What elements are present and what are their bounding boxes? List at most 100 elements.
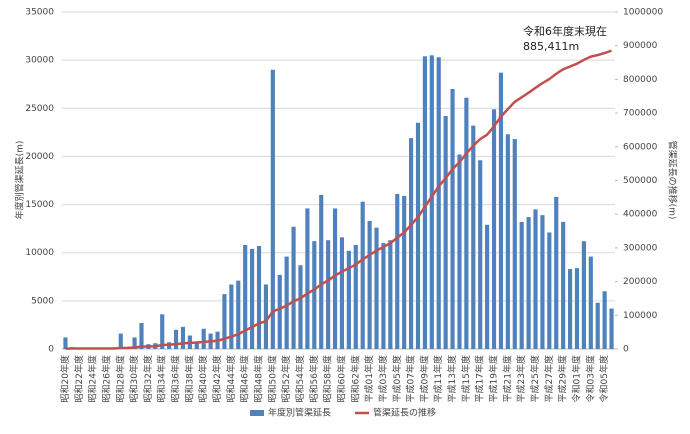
bar <box>291 226 296 349</box>
bar <box>409 138 414 349</box>
x-tick-label: 昭和42年度 <box>211 355 223 402</box>
x-tick-label: 平成29年度 <box>557 355 569 402</box>
bar <box>595 302 600 349</box>
bar <box>339 237 345 349</box>
x-tick-label: 昭和52年度 <box>280 355 292 402</box>
legend-swatch <box>250 410 264 416</box>
line <box>65 49 612 350</box>
legend-label: 年度別管渠延長 <box>268 407 331 419</box>
y2-tick-label: 1000000 <box>623 8 663 18</box>
bar <box>367 220 372 349</box>
bar <box>533 209 538 349</box>
bar <box>305 208 310 349</box>
bar <box>450 89 455 350</box>
y2-tick-label: 400000 <box>623 210 658 220</box>
bar <box>63 337 68 349</box>
x-tick-label: 昭和24年度 <box>87 355 99 402</box>
y2-tick-label: 200000 <box>623 277 658 287</box>
bar <box>360 201 365 349</box>
bar <box>346 250 351 349</box>
bar <box>284 256 289 349</box>
bar <box>173 329 179 349</box>
y2-tick-label: 0 <box>623 345 629 355</box>
bar <box>554 196 559 349</box>
bar <box>602 291 607 349</box>
bar <box>464 97 469 350</box>
bar <box>250 248 255 349</box>
x-tick-label: 平成01年度 <box>363 355 375 402</box>
x-tick-label: 昭和40年度 <box>197 355 209 402</box>
bar <box>422 56 427 349</box>
bar <box>332 208 338 349</box>
y-tick-label: 20000 <box>25 152 54 162</box>
x-tick-label: 平成25年度 <box>529 355 541 402</box>
y2-tick-label: 900000 <box>623 41 658 51</box>
bar <box>353 245 358 349</box>
y-tick-label: 30000 <box>25 56 54 66</box>
bar <box>194 341 199 349</box>
x-tick-label: 昭和46年度 <box>239 355 251 402</box>
x-tick-label: 平成05年度 <box>391 355 403 402</box>
bar <box>381 243 386 349</box>
x-tick-label: 昭和20年度 <box>59 355 71 402</box>
x-tick-label: 平成27年度 <box>543 355 555 402</box>
x-tick-label: 平成23年度 <box>515 355 527 402</box>
bar <box>402 195 407 349</box>
annotation: 885,411m <box>523 40 579 53</box>
bar <box>436 57 441 350</box>
x-tick-label: 平成21年度 <box>501 355 513 402</box>
bar <box>298 265 303 349</box>
bar <box>547 232 552 349</box>
bar <box>609 308 614 349</box>
x-tick-label: 昭和56年度 <box>308 355 320 402</box>
bar <box>326 240 331 349</box>
bar <box>443 115 448 349</box>
y-tick-label: 5000 <box>31 296 54 306</box>
y2-tick-label: 100000 <box>623 311 658 321</box>
bar <box>581 241 586 349</box>
y2-axis-title: 管渠延長の推移(m) <box>667 141 679 220</box>
x-tick-label: 令和03年度 <box>584 355 596 402</box>
x-tick-label: 平成03年度 <box>377 355 389 402</box>
x-tick-label: 昭和28年度 <box>114 355 126 402</box>
bar <box>319 194 324 349</box>
bar <box>180 326 186 349</box>
x-tick-label: 昭和54年度 <box>294 355 306 402</box>
bar <box>139 323 144 349</box>
bar <box>236 280 241 349</box>
y2-tick-label: 800000 <box>623 75 658 85</box>
x-tick-label: 平成09年度 <box>418 355 430 402</box>
bar <box>395 193 400 349</box>
x-tick-label: 昭和38年度 <box>183 355 195 402</box>
x-tick-label: 昭和36年度 <box>170 355 182 402</box>
bar <box>415 122 421 349</box>
x-tick-label: 昭和60年度 <box>335 355 347 402</box>
bar <box>491 109 497 350</box>
y2-tick-label: 300000 <box>623 243 658 253</box>
bar <box>512 139 517 349</box>
bar <box>526 217 531 349</box>
x-tick-label: 平成13年度 <box>446 355 458 402</box>
x-tick-label: 昭和32年度 <box>142 355 154 402</box>
bar <box>256 245 262 349</box>
y-tick-label: 15000 <box>25 200 54 210</box>
x-tick-label: 昭和26年度 <box>100 355 112 402</box>
x-tick-label: 昭和58年度 <box>322 355 334 402</box>
y2-tick-label: 500000 <box>623 176 658 186</box>
y-tick-label: 10000 <box>25 248 54 258</box>
bar <box>160 314 165 349</box>
bar <box>118 333 123 349</box>
bar <box>270 69 275 350</box>
x-tick-label: 平成19年度 <box>488 355 500 402</box>
y-tick-label: 0 <box>48 345 54 355</box>
bar <box>222 294 227 349</box>
bar <box>243 245 248 349</box>
bar <box>561 221 566 349</box>
bar <box>478 160 483 349</box>
bar <box>471 125 476 349</box>
annotation: 令和6年度末現在 <box>523 24 607 38</box>
legend-label: 管渠延長の推移 <box>373 407 436 419</box>
x-tick-label: 平成07年度 <box>405 355 417 402</box>
x-tick-label: 平成11年度 <box>432 355 444 402</box>
y-axis-title: 年度別管渠延長(m) <box>14 141 26 220</box>
